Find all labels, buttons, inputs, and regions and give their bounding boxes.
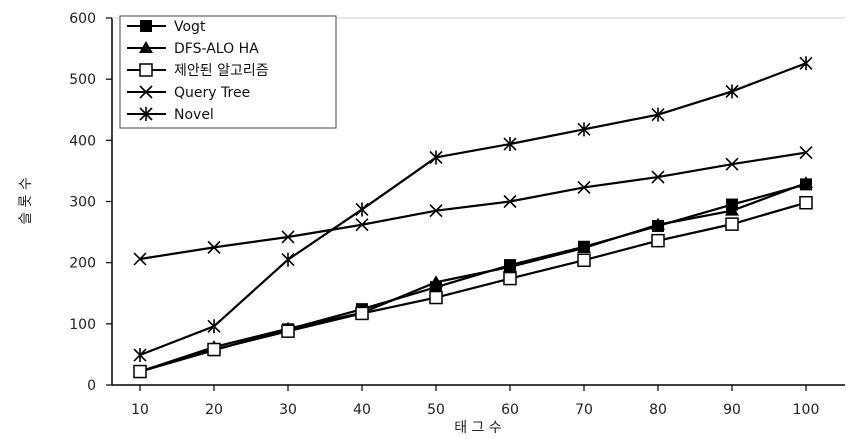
data-point [725, 84, 739, 99]
legend-item: Query Tree [127, 85, 250, 101]
data-point [133, 364, 147, 379]
x-tick-label: 20 [205, 402, 223, 418]
series-2 [133, 195, 813, 379]
series-layer [133, 56, 813, 379]
data-point [133, 348, 147, 363]
data-point [577, 253, 591, 267]
data-point [799, 176, 813, 189]
data-point [207, 342, 221, 357]
data-point [207, 240, 221, 254]
y-tick-label: 600 [69, 11, 96, 27]
legend-items: Vogt DFS-ALO HA 제안된 알고리즘 Query Tree Novel [127, 19, 269, 123]
legend-marker [139, 107, 153, 121]
data-point [577, 180, 591, 194]
series-4 [133, 56, 813, 363]
legend-marker [139, 41, 153, 53]
data-point [207, 319, 221, 334]
legend-label: DFS-ALO HA [174, 41, 259, 57]
legend-marker [139, 63, 153, 77]
data-point [429, 150, 443, 165]
legend-marker [139, 85, 153, 99]
data-point [133, 252, 147, 266]
data-point [281, 324, 295, 338]
data-point [799, 56, 813, 71]
x-tick-label: 60 [501, 402, 519, 418]
data-point [281, 252, 295, 267]
x-axis-label: 태 그 수 [454, 420, 502, 436]
x-tick-label: 90 [723, 402, 741, 418]
x-tick-label: 30 [279, 402, 297, 418]
legend-item: 제안된 알고리즘 [127, 63, 269, 79]
data-point [429, 290, 443, 305]
data-point [725, 157, 739, 171]
y-axis-label: 슬 롯 수 [18, 177, 34, 225]
data-point [577, 122, 591, 137]
x-tick-label: 100 [793, 402, 820, 418]
y-tick-label: 100 [69, 317, 96, 333]
data-point [503, 137, 517, 152]
data-point [355, 202, 369, 217]
data-point [355, 218, 369, 232]
legend-item: Vogt [127, 19, 206, 35]
x-tick-label: 10 [131, 402, 149, 418]
x-tick-label: 50 [427, 402, 445, 418]
y-tick-label: 400 [69, 133, 96, 149]
data-point [651, 107, 665, 122]
series-0 [134, 178, 812, 378]
legend-label: Vogt [174, 19, 206, 35]
x-ticks: 10 20 30 40 50 60 70 80 90 100 [131, 385, 819, 418]
series-line [139, 151, 807, 261]
x-tick-label: 80 [649, 402, 667, 418]
data-point [651, 170, 665, 184]
y-tick-label: 0 [87, 378, 96, 394]
data-point [725, 217, 739, 231]
data-point [577, 240, 591, 253]
data-point [355, 306, 369, 321]
x-tick-label: 40 [353, 402, 371, 418]
y-ticks: 0 100 200 300 400 500 600 [69, 11, 112, 394]
legend-item: DFS-ALO HA [127, 41, 259, 57]
data-point [429, 275, 443, 288]
data-point [503, 259, 517, 272]
legend-box [119, 15, 337, 129]
y-tick-label: 200 [69, 256, 96, 272]
data-point [799, 146, 813, 160]
data-point [651, 233, 665, 248]
y-tick-label: 500 [69, 72, 96, 88]
data-point [799, 195, 813, 210]
data-point [503, 194, 517, 209]
data-point [503, 271, 517, 286]
y-tick-label: 300 [69, 195, 96, 211]
series-line [139, 62, 807, 357]
legend-marker [140, 20, 152, 32]
x-tick-label: 70 [575, 402, 593, 418]
series-line [139, 201, 807, 373]
legend: Vogt DFS-ALO HA 제안된 알고리즘 Query Tree Novel [119, 15, 337, 129]
data-point [725, 203, 739, 216]
data-point [281, 230, 295, 244]
legend-label: Novel [174, 107, 214, 123]
data-point [651, 217, 665, 230]
legend-item: Novel [127, 107, 214, 123]
legend-label: 제안된 알고리즘 [174, 63, 269, 79]
series-line [139, 182, 807, 373]
series-3 [133, 146, 813, 266]
data-point [429, 204, 443, 218]
legend-label: Query Tree [174, 85, 250, 101]
